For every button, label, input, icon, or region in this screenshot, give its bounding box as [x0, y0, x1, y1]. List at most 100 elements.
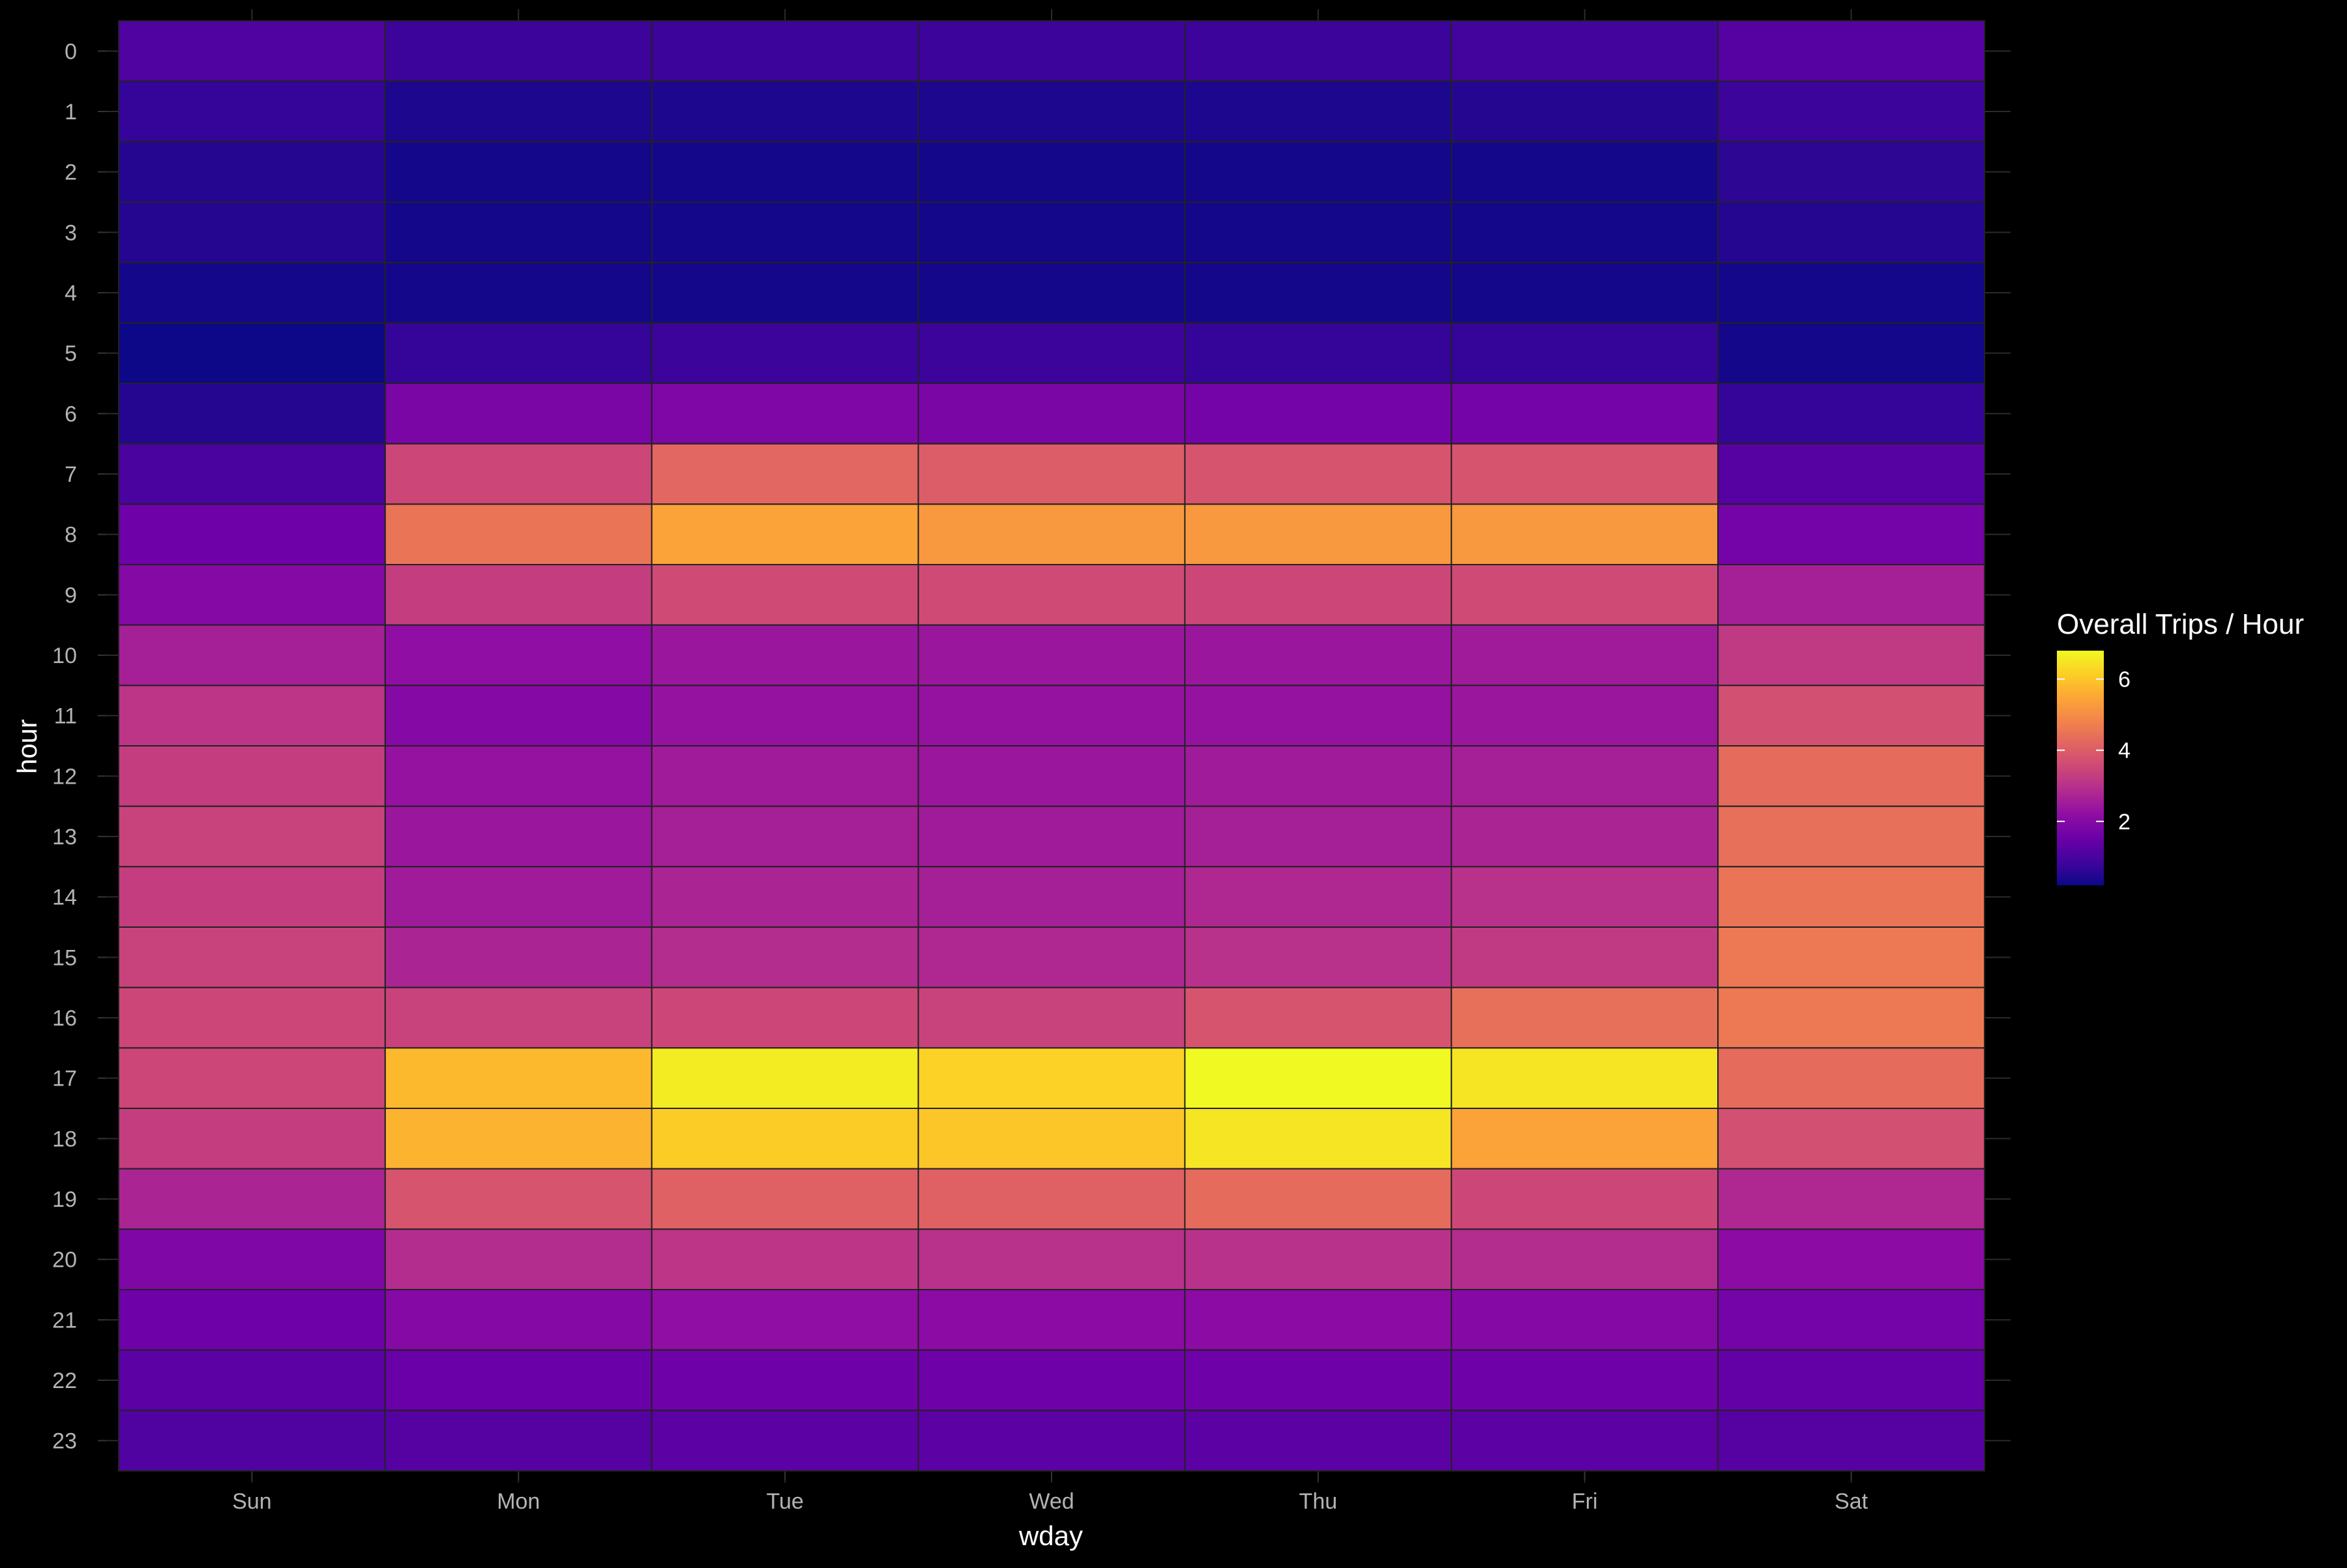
heatmap-cell [1717, 20, 1985, 82]
heatmap-cell [651, 383, 919, 445]
heatmap-cell [1184, 926, 1453, 988]
heatmap-cell [1451, 201, 1719, 263]
y-axis-title: hour [12, 719, 42, 774]
heatmap-cell [384, 1349, 653, 1412]
heatmap-cell [917, 1228, 1186, 1291]
x-tick-label: Wed [1029, 1489, 1074, 1514]
heatmap-cell [917, 564, 1186, 626]
heatmap-cell [384, 564, 653, 626]
heatmap-cell [1717, 80, 1985, 143]
heatmap-cell [118, 20, 386, 82]
colorbar-title: Overall Trips / Hour [2057, 608, 2304, 640]
heatmap-cell [1184, 503, 1453, 565]
heatmap-cell [384, 866, 653, 928]
heatmap-cell [1451, 564, 1719, 626]
heatmap-cell [917, 20, 1186, 82]
heatmap-cell [917, 1108, 1186, 1170]
heatmap-cell [1717, 261, 1985, 324]
heatmap-cell [1184, 1410, 1453, 1472]
heatmap-cell [1717, 201, 1985, 263]
heatmap-cell [1451, 866, 1719, 928]
heatmap-cell [651, 1289, 919, 1351]
heatmap-cell [1717, 1349, 1985, 1412]
heatmap-cell [651, 1410, 919, 1472]
heatmap-cell [651, 1349, 919, 1412]
heatmap-cell [118, 1410, 386, 1472]
heatmap-cell [1451, 20, 1719, 82]
heatmap-cell [1184, 1349, 1453, 1412]
y-tick-label: 23 [52, 1429, 77, 1454]
heatmap-cell [1451, 1289, 1719, 1351]
heatmap-cell [384, 805, 653, 868]
heatmap-cell [118, 564, 386, 626]
heatmap-cell [917, 1349, 1186, 1412]
colorbar-gradient [2057, 651, 2104, 885]
heatmap-cell [384, 80, 653, 143]
x-tick-label: Fri [1572, 1489, 1598, 1514]
heatmap-cell [118, 1168, 386, 1230]
heatmap-cell [384, 1228, 653, 1291]
heatmap-cell [384, 322, 653, 385]
heatmap-cell [651, 322, 919, 385]
heatmap-cell [1184, 383, 1453, 445]
heatmap-cell [917, 201, 1186, 263]
y-tick-label: 2 [65, 160, 77, 185]
heatmap-cell [118, 866, 386, 928]
heatmap-cell [1184, 564, 1453, 626]
heatmap-cell [118, 926, 386, 988]
heatmap-cell [384, 1047, 653, 1110]
y-tick-label: 6 [65, 402, 77, 426]
heatmap-cell [1184, 201, 1453, 263]
y-tick-label: 20 [52, 1248, 77, 1273]
y-tick-label: 22 [52, 1368, 77, 1393]
heatmap-cell [384, 624, 653, 687]
y-tick-label: 5 [65, 342, 77, 366]
heatmap-cell [1451, 1228, 1719, 1291]
y-tick-label: 12 [52, 764, 77, 789]
heatmap-cell [384, 1410, 653, 1472]
heatmap-cell [917, 141, 1186, 203]
heatmap-cell [1451, 80, 1719, 143]
heatmap-cell [384, 745, 653, 807]
heatmap-cell [651, 564, 919, 626]
heatmap-cell [118, 745, 386, 807]
heatmap-cell [118, 685, 386, 747]
heatmap-cell [1184, 322, 1453, 385]
heatmap-cell [1451, 1108, 1719, 1170]
heatmap-cell [118, 201, 386, 263]
heatmap-cell [917, 624, 1186, 687]
heatmap-cell [118, 1047, 386, 1110]
heatmap-cell [1717, 443, 1985, 505]
heatmap-cell [917, 1047, 1186, 1110]
y-tick-label: 14 [52, 885, 77, 910]
heatmap-cell [651, 986, 919, 1049]
heatmap-cell [1717, 1289, 1985, 1351]
y-tick-label: 15 [52, 945, 77, 970]
heatmap-cell [1184, 745, 1453, 807]
heatmap-cell [1451, 503, 1719, 565]
heatmap-cell [917, 685, 1186, 747]
heatmap-cell [1717, 1228, 1985, 1291]
x-tick-label: Sun [232, 1489, 272, 1514]
heatmap-cell [1451, 685, 1719, 747]
y-tick-label: 3 [65, 220, 77, 245]
heatmap-cell [1184, 1108, 1453, 1170]
heatmap-cell [651, 20, 919, 82]
heatmap-cell [1717, 503, 1985, 565]
y-tick-label: 19 [52, 1187, 77, 1212]
heatmap-cell [651, 685, 919, 747]
heatmap-cell [1717, 322, 1985, 385]
heatmap-cell [1717, 564, 1985, 626]
heatmap-cell [917, 80, 1186, 143]
heatmap-cell [384, 1168, 653, 1230]
heatmap-cell [1451, 1047, 1719, 1110]
heatmap-cell [384, 503, 653, 565]
heatmap-cell [1717, 685, 1985, 747]
heatmap-cell [118, 1108, 386, 1170]
y-tick-label: 4 [65, 281, 77, 306]
heatmap-cell [1451, 624, 1719, 687]
y-tick-label: 11 [54, 704, 77, 729]
heatmap-cell [917, 383, 1186, 445]
heatmap-cell [1451, 383, 1719, 445]
